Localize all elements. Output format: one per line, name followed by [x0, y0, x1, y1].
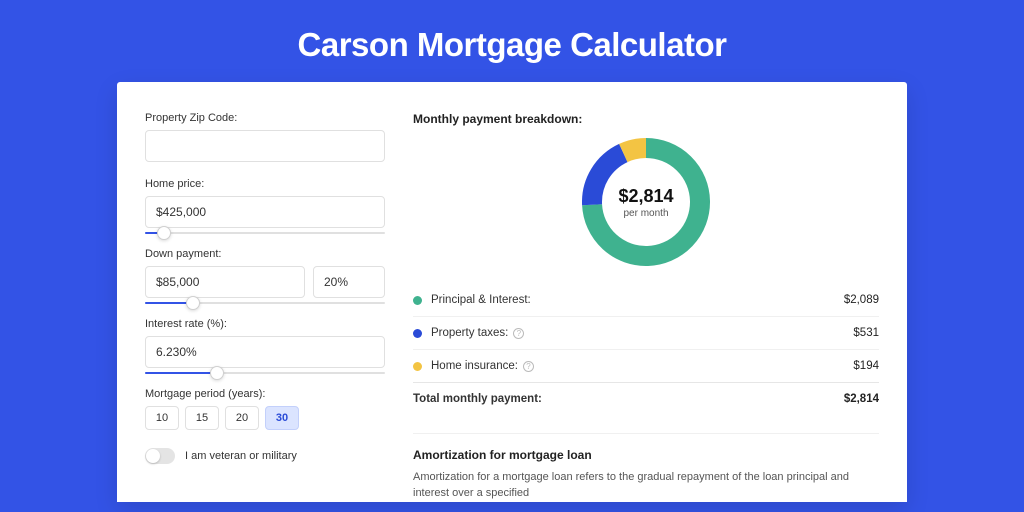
legend-value: $531 [853, 327, 879, 339]
veteran-toggle[interactable] [145, 448, 175, 464]
rate-slider-thumb[interactable] [210, 366, 224, 380]
amortization-title: Amortization for mortgage loan [413, 433, 879, 462]
legend-label: Principal & Interest: [431, 294, 844, 306]
amortization-text: Amortization for a mortgage loan refers … [413, 470, 879, 502]
legend-total-row: Total monthly payment:$2,814 [413, 382, 879, 415]
legend-row: Property taxes:?$531 [413, 316, 879, 349]
period-label: Mortgage period (years): [145, 388, 385, 400]
legend-value: $2,089 [844, 294, 879, 306]
veteran-toggle-knob [146, 449, 160, 463]
zip-input[interactable] [145, 130, 385, 162]
breakdown-legend: Principal & Interest:$2,089Property taxe… [413, 284, 879, 415]
legend-row: Principal & Interest:$2,089 [413, 284, 879, 316]
legend-dot [413, 329, 422, 338]
legend-label: Home insurance:? [431, 360, 853, 372]
form-column: Property Zip Code: Home price: Down paym… [145, 112, 385, 502]
legend-dot [413, 296, 422, 305]
rate-input[interactable] [145, 336, 385, 368]
down-amount-input[interactable] [145, 266, 305, 298]
page-title: Carson Mortgage Calculator [0, 0, 1024, 82]
legend-total-value: $2,814 [844, 393, 879, 405]
calculator-card: Property Zip Code: Home price: Down paym… [117, 82, 907, 502]
period-option-10[interactable]: 10 [145, 406, 179, 430]
down-pct-input[interactable] [313, 266, 385, 298]
veteran-label: I am veteran or military [185, 450, 297, 462]
down-label: Down payment: [145, 248, 385, 260]
breakdown-title: Monthly payment breakdown: [413, 112, 879, 126]
period-option-15[interactable]: 15 [185, 406, 219, 430]
down-slider-thumb[interactable] [186, 296, 200, 310]
info-icon[interactable]: ? [513, 328, 524, 339]
price-slider[interactable] [145, 232, 385, 234]
legend-total-label: Total monthly payment: [413, 393, 844, 405]
period-option-30[interactable]: 30 [265, 406, 299, 430]
period-options: 10152030 [145, 406, 385, 430]
breakdown-donut-chart: $2,814 per month [582, 138, 710, 266]
down-slider[interactable] [145, 302, 385, 304]
rate-slider-fill [145, 372, 217, 374]
price-label: Home price: [145, 178, 385, 190]
period-option-20[interactable]: 20 [225, 406, 259, 430]
rate-label: Interest rate (%): [145, 318, 385, 330]
rate-slider[interactable] [145, 372, 385, 374]
donut-center-amount: $2,814 [618, 186, 673, 207]
legend-row: Home insurance:?$194 [413, 349, 879, 382]
info-icon[interactable]: ? [523, 361, 534, 372]
legend-label: Property taxes:? [431, 327, 853, 339]
legend-dot [413, 362, 422, 371]
zip-label: Property Zip Code: [145, 112, 385, 124]
breakdown-column: Monthly payment breakdown: $2,814 per mo… [413, 112, 879, 502]
donut-center-sub: per month [623, 208, 668, 219]
price-slider-thumb[interactable] [157, 226, 171, 240]
legend-value: $194 [853, 360, 879, 372]
price-input[interactable] [145, 196, 385, 228]
